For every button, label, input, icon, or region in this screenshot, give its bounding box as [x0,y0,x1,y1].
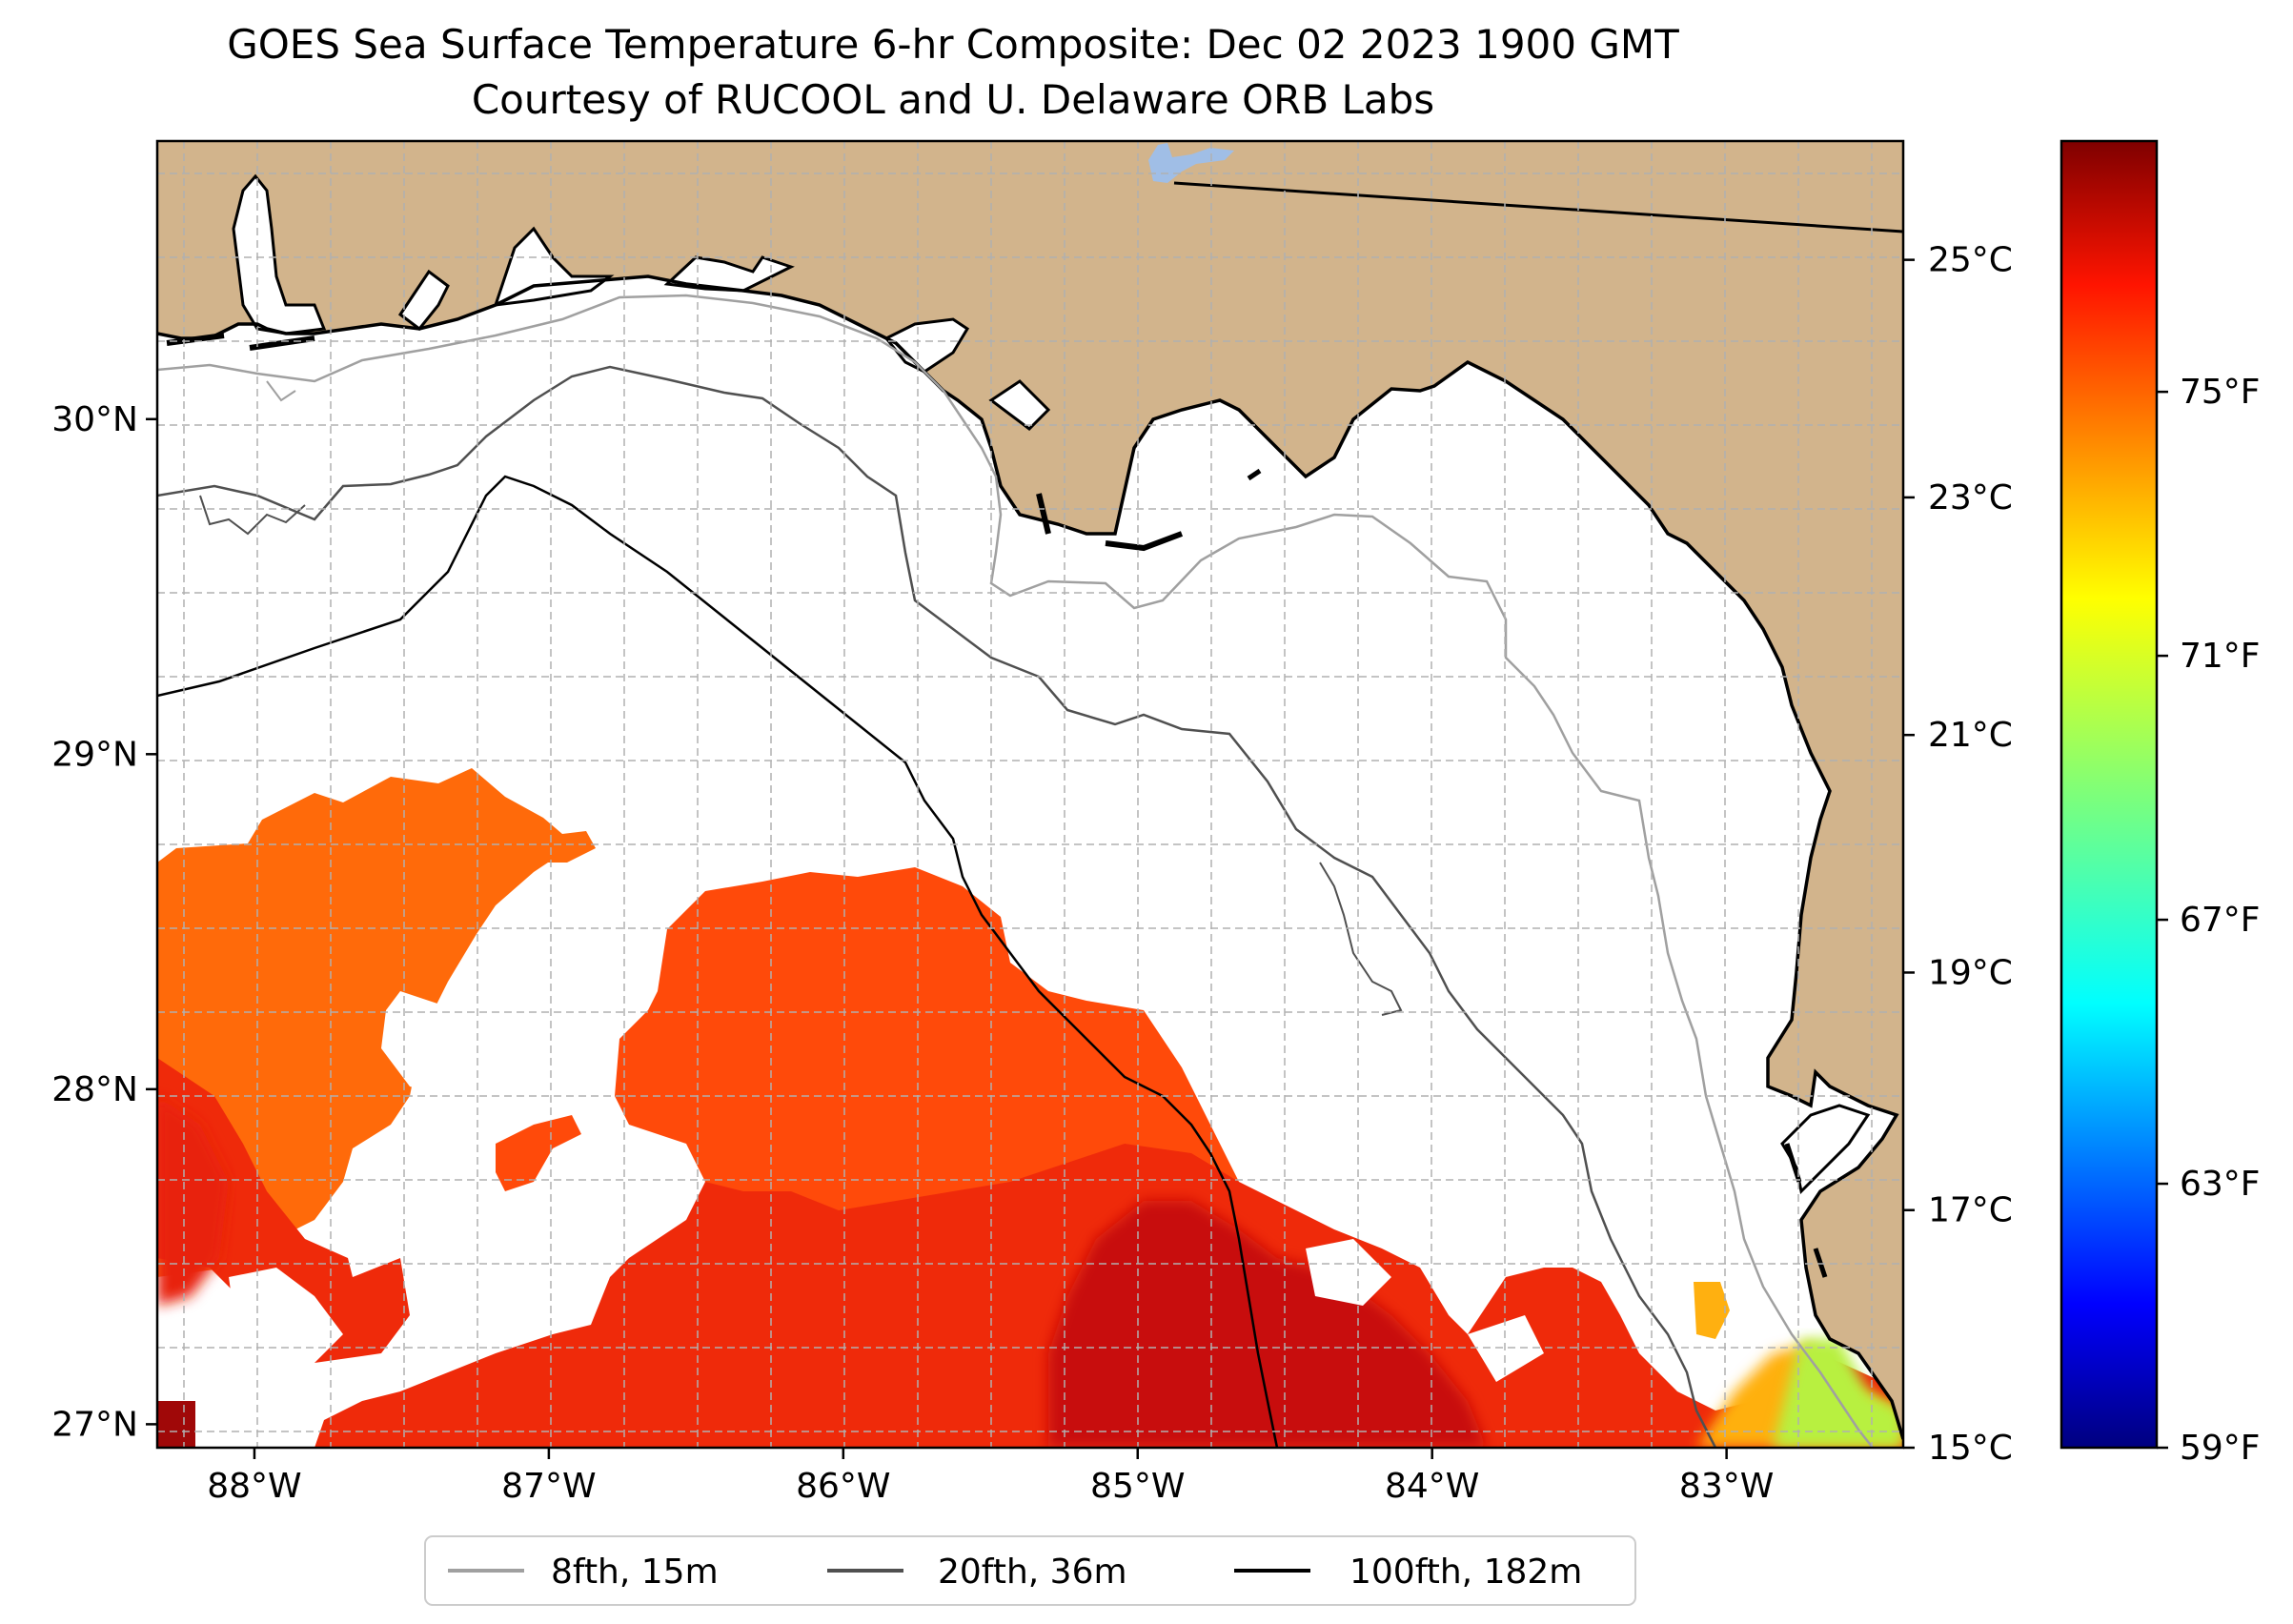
barrier-island-7 [1813,1248,1828,1278]
gridlines [157,141,1903,1448]
map-frame [155,139,1905,1450]
celsius-tick-label: 25°C [1928,241,2013,280]
lon-tick-label: 88°W [207,1467,301,1506]
fahrenheit-tick-label: 71°F [2180,637,2261,676]
isobath-detail-2 [199,495,306,536]
sst-patch-west-red [157,1096,229,1306]
sst-patch-southwest [157,1058,410,1363]
barrier-island-6 [1784,1143,1802,1183]
colorbar-frame [2060,139,2159,1450]
lon-tick-label: 87°W [501,1467,596,1506]
map-area [157,141,1903,1448]
celsius-tick-label: 21°C [1928,716,2013,755]
state-boundary [1173,181,1903,233]
colorbar-gradient [2061,141,2157,1448]
barrier-island-2 [249,335,315,351]
barrier-island-3 [1036,493,1051,535]
celsius-tick-label: 15°C [1928,1429,2013,1468]
lake-seminole [1148,143,1234,183]
lon-tick-label: 83°W [1679,1467,1774,1506]
sst-warm-edge [1694,1282,1730,1339]
isobath-detail-3 [266,380,296,402]
sst-dark-corner [157,1401,195,1448]
sst-gap-1 [381,991,477,1096]
barrier-island-4 [1105,531,1184,552]
lat-tick-label: 27°N [51,1405,138,1444]
apalachicola-bay [883,317,970,374]
legend-frame [424,1535,1636,1606]
coastline [157,274,1903,1440]
apalachee-bay-edge [988,379,1051,431]
colorbar-celsius-axis: 25°C 23°C 21°C 19°C 17°C 15°C [1903,241,2013,1468]
longitude-axis: 88°W 87°W 86°W 85°W 84°W 83°W [207,1448,1774,1506]
legend-label-8fth: 8fth, 15m [551,1553,719,1592]
isobath-8fth-15m [157,294,1874,1448]
fahrenheit-tick-label: 75°F [2180,373,2261,412]
fahrenheit-tick-label: 63°F [2180,1165,2261,1204]
isobath-detail-1 [1319,862,1403,1016]
legend-label-100fth: 100fth, 182m [1349,1553,1582,1592]
chart-subtitle: Courtesy of RUCOOL and U. Delaware ORB L… [471,76,1435,123]
sst-green-patch [1773,1339,1903,1448]
lon-tick-label: 84°W [1385,1467,1479,1506]
fahrenheit-tick-label: 67°F [2180,901,2261,940]
sst-patch-west [157,768,596,1277]
lon-tick-label: 85°W [1090,1467,1185,1506]
lat-tick-label: 29°N [51,735,138,774]
celsius-tick-label: 19°C [1928,953,2013,992]
latitude-axis: 30°N 29°N 28°N 27°N [51,400,157,1444]
chart-title: GOES Sea Surface Temperature 6-hr Compos… [227,21,1679,68]
mobile-bay [232,173,327,335]
choctawhatchee-bay [493,226,615,307]
legend-label-20fth: 20fth, 36m [938,1553,1127,1592]
isobath-legend: 8fth, 15m 20fth, 36m 100fth, 182m [424,1535,1636,1606]
colorbar-fahrenheit-axis: 75°F 71°F 67°F 63°F 59°F [2157,373,2261,1468]
sst-patch-dark-red [1048,1201,1487,1448]
barrier-island-5 [1247,468,1262,481]
sst-gap-3 [1306,1239,1391,1306]
sst-gap-4 [1468,1315,1544,1382]
celsius-tick-label: 23°C [1928,478,2013,518]
lat-tick-label: 30°N [51,400,138,439]
lat-tick-label: 28°N [51,1070,138,1109]
lon-tick-label: 86°W [796,1467,890,1506]
fahrenheit-tick-label: 59°F [2180,1429,2261,1468]
colorbar: 25°C 23°C 21°C 19°C 17°C 15°C 75°F 71°F 67°F 63°… [1903,139,2261,1468]
sst-patch-small [496,1115,581,1191]
isobath-20fth-36m [157,365,1717,1448]
celsius-tick-label: 17°C [1928,1191,2013,1230]
